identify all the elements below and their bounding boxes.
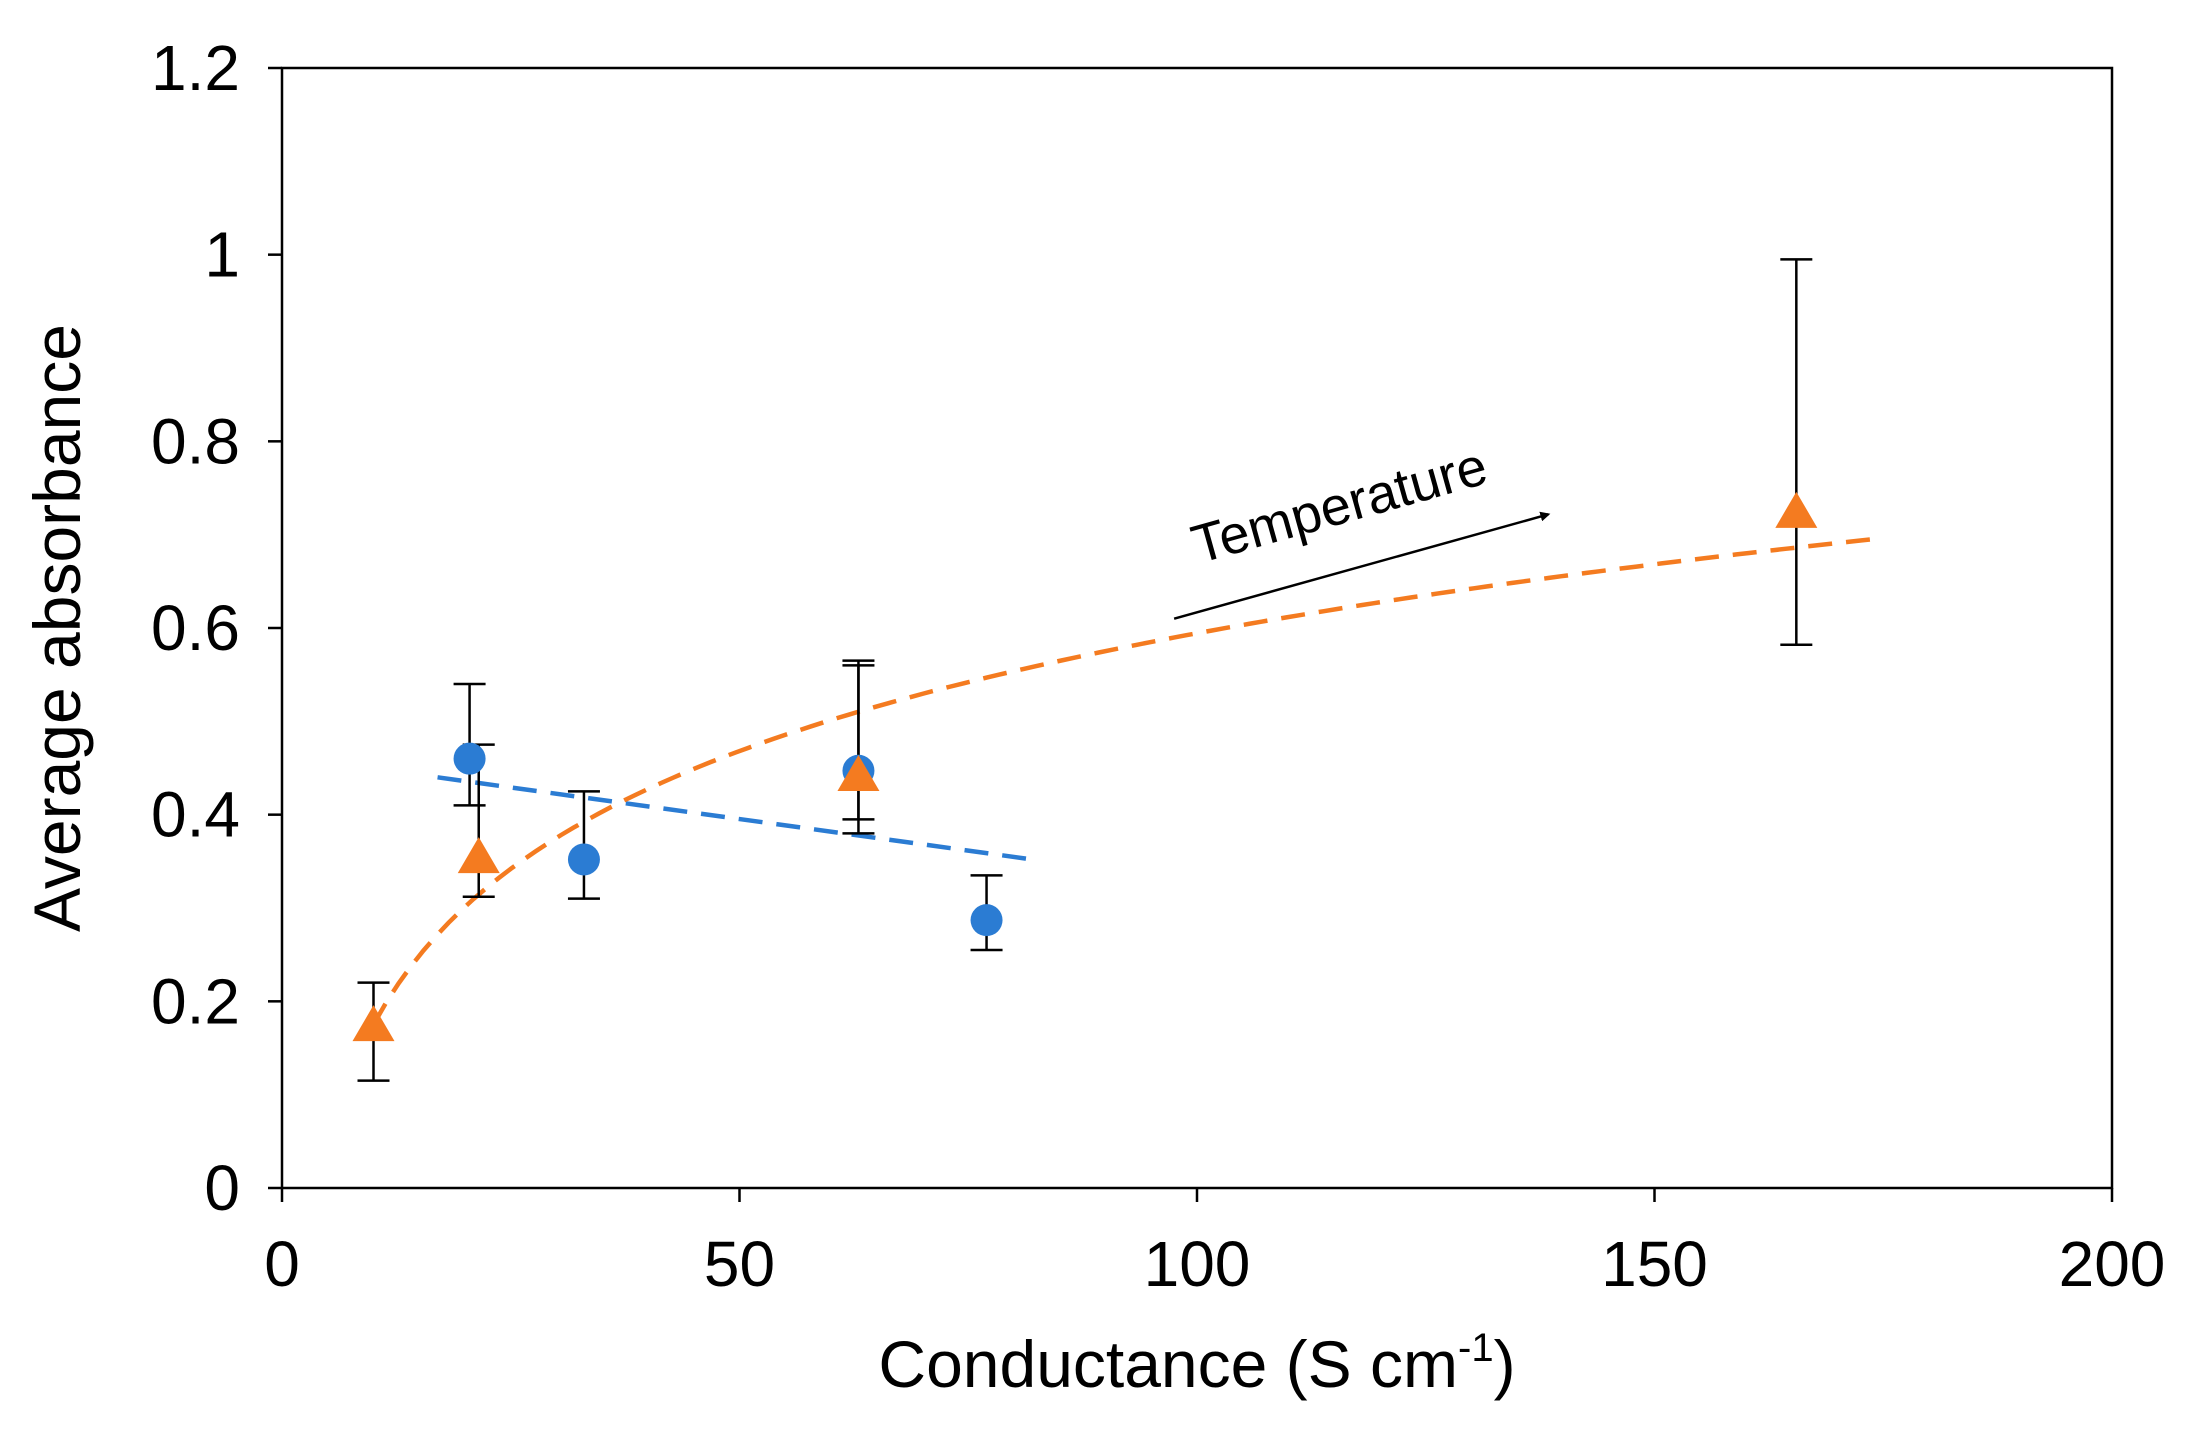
triangle-point xyxy=(352,1005,395,1042)
error-bars xyxy=(357,258,1813,1082)
triangle-point xyxy=(1775,491,1818,528)
plot-area xyxy=(280,66,2114,1190)
x-tick-label: 0 xyxy=(264,1228,300,1300)
trendlines xyxy=(371,536,1875,1026)
y-axis-label: Average absorbance xyxy=(20,324,94,932)
x-tick-label: 100 xyxy=(1144,1228,1251,1300)
circle-point xyxy=(567,843,600,876)
circle-point xyxy=(453,742,486,775)
circles-trendline xyxy=(437,775,1033,862)
y-tick-label: 1.2 xyxy=(151,32,240,104)
x-tick-label: 50 xyxy=(704,1228,775,1300)
triangles-trendline xyxy=(371,536,1875,1026)
x-tick-label: 200 xyxy=(2059,1228,2166,1300)
x-tick-label: 150 xyxy=(1601,1228,1708,1300)
y-tick-label: 1 xyxy=(204,219,240,291)
temperature-arrow xyxy=(1173,511,1551,620)
y-tick-label: 0 xyxy=(204,1152,240,1224)
y-tick-label: 0.4 xyxy=(151,779,240,851)
y-tick-label: 0.2 xyxy=(151,965,240,1037)
y-tick-label: 0.6 xyxy=(151,592,240,664)
x-axis-label-superscript: -1 xyxy=(1458,1326,1494,1370)
x-axis-ticks: 0 50 100 150 200 xyxy=(264,1188,2165,1300)
data-markers xyxy=(352,491,1818,1042)
triangle-point xyxy=(837,755,880,792)
triangle-point xyxy=(457,837,500,874)
y-tick-label: 0.8 xyxy=(151,405,240,477)
x-axis-label: Conductance (S cm-1) xyxy=(878,1326,1515,1401)
circle-point xyxy=(970,904,1003,937)
y-axis-ticks: 0 0.2 0.4 0.6 0.8 1 1.2 xyxy=(151,32,282,1224)
